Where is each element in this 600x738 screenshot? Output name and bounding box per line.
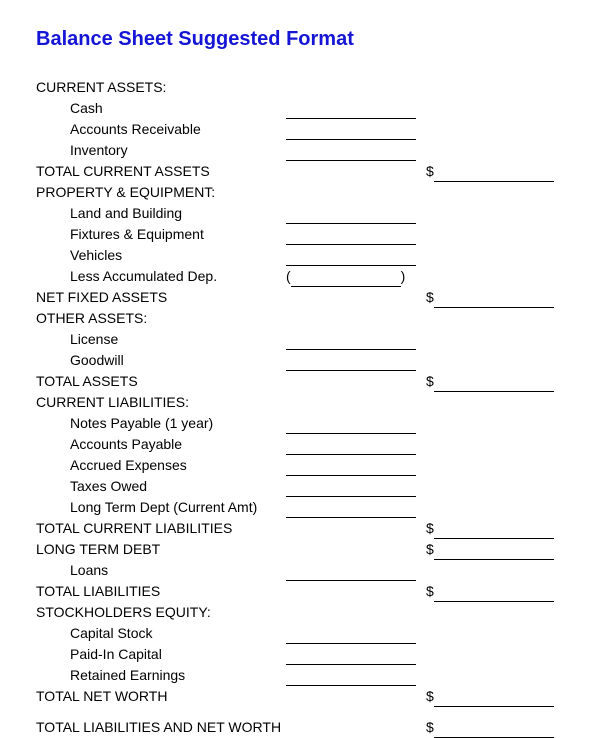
- blank-cash: [286, 105, 426, 119]
- blank-accrued: [286, 462, 426, 476]
- total-net-worth: TOTAL NET WORTH $: [36, 686, 564, 707]
- grand-total: TOTAL LIABILITIES AND NET WORTH $: [36, 717, 564, 738]
- blank-accum-dep: (): [286, 266, 426, 287]
- label-accounts-payable: Accounts Payable: [36, 434, 286, 455]
- blank-net-worth: $: [426, 686, 566, 707]
- section-property: PROPERTY & EQUIPMENT:: [36, 182, 564, 203]
- header-ltd: LONG TERM DEBT: [36, 539, 286, 560]
- section-ltd: LONG TERM DEBT $: [36, 539, 564, 560]
- blank-grand-total: $: [426, 717, 566, 738]
- label-taxes: Taxes Owed: [36, 476, 286, 497]
- blank-paid-in: [286, 651, 426, 665]
- label-ar: Accounts Receivable: [36, 119, 286, 140]
- label-capital-stock: Capital Stock: [36, 623, 286, 644]
- label-land: Land and Building: [36, 203, 286, 224]
- item-vehicles: Vehicles: [36, 245, 564, 266]
- blank-ar: [286, 126, 426, 140]
- blank-ltd-current: [286, 504, 426, 518]
- item-ar: Accounts Receivable: [36, 119, 564, 140]
- label-total-liab: TOTAL LIABILITIES: [36, 581, 286, 602]
- blank-notes-payable: [286, 420, 426, 434]
- blank-capital-stock: [286, 630, 426, 644]
- blank-vehicles: [286, 252, 426, 266]
- label-license: License: [36, 329, 286, 350]
- section-current-liab: CURRENT LIABILITIES:: [36, 392, 564, 413]
- total-assets: TOTAL ASSETS $: [36, 371, 564, 392]
- section-current-assets: CURRENT ASSETS:: [36, 77, 564, 98]
- label-total-ca: TOTAL CURRENT ASSETS: [36, 161, 286, 182]
- header-equity: STOCKHOLDERS EQUITY:: [36, 602, 286, 623]
- blank-loans: [286, 567, 426, 581]
- label-net-fixed: NET FIXED ASSETS: [36, 287, 286, 308]
- label-fixtures: Fixtures & Equipment: [36, 224, 286, 245]
- blank-accounts-payable: [286, 441, 426, 455]
- blank-land: [286, 210, 426, 224]
- total-current-assets: TOTAL CURRENT ASSETS $: [36, 161, 564, 182]
- blank-total-ca: $: [426, 161, 566, 182]
- total-liabilities: TOTAL LIABILITIES $: [36, 581, 564, 602]
- blank-ltd-header: $: [426, 539, 566, 560]
- label-accum-dep: Less Accumulated Dep.: [36, 266, 286, 287]
- blank-taxes: [286, 483, 426, 497]
- label-notes-payable: Notes Payable (1 year): [36, 413, 286, 434]
- label-net-worth: TOTAL NET WORTH: [36, 686, 286, 707]
- label-goodwill: Goodwill: [36, 350, 286, 371]
- label-accrued: Accrued Expenses: [36, 455, 286, 476]
- header-other-assets: OTHER ASSETS:: [36, 308, 286, 329]
- item-accounts-payable: Accounts Payable: [36, 434, 564, 455]
- label-cash: Cash: [36, 98, 286, 119]
- total-current-liab: TOTAL CURRENT LIABILITIES $: [36, 518, 564, 539]
- item-license: License: [36, 329, 564, 350]
- section-equity: STOCKHOLDERS EQUITY:: [36, 602, 564, 623]
- blank-total-assets: $: [426, 371, 566, 392]
- header-current-liab: CURRENT LIABILITIES:: [36, 392, 286, 413]
- label-total-assets: TOTAL ASSETS: [36, 371, 286, 392]
- item-cash: Cash: [36, 98, 564, 119]
- item-accum-dep: Less Accumulated Dep. (): [36, 266, 564, 287]
- blank-net-fixed: $: [426, 287, 566, 308]
- document-title: Balance Sheet Suggested Format: [36, 28, 564, 51]
- header-current-assets: CURRENT ASSETS:: [36, 77, 286, 98]
- item-notes-payable: Notes Payable (1 year): [36, 413, 564, 434]
- label-paid-in: Paid-In Capital: [36, 644, 286, 665]
- item-paid-in: Paid-In Capital: [36, 644, 564, 665]
- blank-total-liab: $: [426, 581, 566, 602]
- label-grand-total: TOTAL LIABILITIES AND NET WORTH: [36, 717, 316, 738]
- blank-retained: [286, 672, 426, 686]
- blank-license: [286, 336, 426, 350]
- label-retained: Retained Earnings: [36, 665, 286, 686]
- blank-inventory: [286, 147, 426, 161]
- blank-fixtures: [286, 231, 426, 245]
- header-property: PROPERTY & EQUIPMENT:: [36, 182, 286, 203]
- item-inventory: Inventory: [36, 140, 564, 161]
- item-accrued: Accrued Expenses: [36, 455, 564, 476]
- item-fixtures: Fixtures & Equipment: [36, 224, 564, 245]
- label-inventory: Inventory: [36, 140, 286, 161]
- total-net-fixed: NET FIXED ASSETS $: [36, 287, 564, 308]
- blank-goodwill: [286, 357, 426, 371]
- blank-total-cl: $: [426, 518, 566, 539]
- section-other-assets: OTHER ASSETS:: [36, 308, 564, 329]
- item-capital-stock: Capital Stock: [36, 623, 564, 644]
- label-loans: Loans: [36, 560, 286, 581]
- item-land: Land and Building: [36, 203, 564, 224]
- item-retained: Retained Earnings: [36, 665, 564, 686]
- item-loans: Loans: [36, 560, 564, 581]
- label-vehicles: Vehicles: [36, 245, 286, 266]
- item-goodwill: Goodwill: [36, 350, 564, 371]
- item-ltd-current: Long Term Dept (Current Amt): [36, 497, 564, 518]
- item-taxes: Taxes Owed: [36, 476, 564, 497]
- label-total-cl: TOTAL CURRENT LIABILITIES: [36, 518, 286, 539]
- label-ltd-current: Long Term Dept (Current Amt): [36, 497, 286, 518]
